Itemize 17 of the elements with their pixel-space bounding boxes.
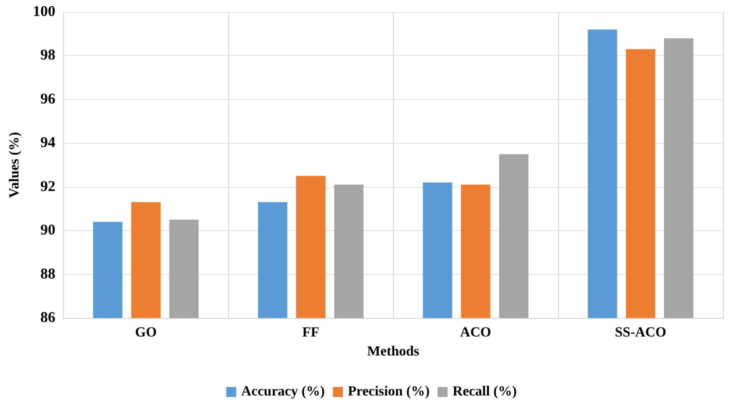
legend-label: Precision (%): [348, 384, 430, 400]
y-tick-label: 86: [40, 310, 56, 326]
legend-label: Accuracy (%): [241, 384, 326, 400]
y-tick-label: 100: [32, 4, 56, 20]
x-tick-label: ACO: [460, 326, 492, 340]
y-tick-label: 98: [40, 48, 56, 64]
x-axis-title: Methods: [367, 344, 420, 360]
x-tick-label: FF: [302, 326, 320, 340]
y-tick-label: 88: [40, 266, 56, 282]
y-axis-title: Values (%): [8, 132, 22, 198]
y-tick-label: 90: [40, 222, 56, 239]
x-tick-label: GO: [134, 326, 157, 340]
y-tick-label: 92: [40, 178, 56, 195]
y-tick-label: 96: [40, 91, 56, 108]
y-tick-label: 94: [40, 135, 56, 152]
x-tick-label: SS-ACO: [614, 326, 666, 340]
legend-label: Recall (%): [452, 384, 518, 400]
